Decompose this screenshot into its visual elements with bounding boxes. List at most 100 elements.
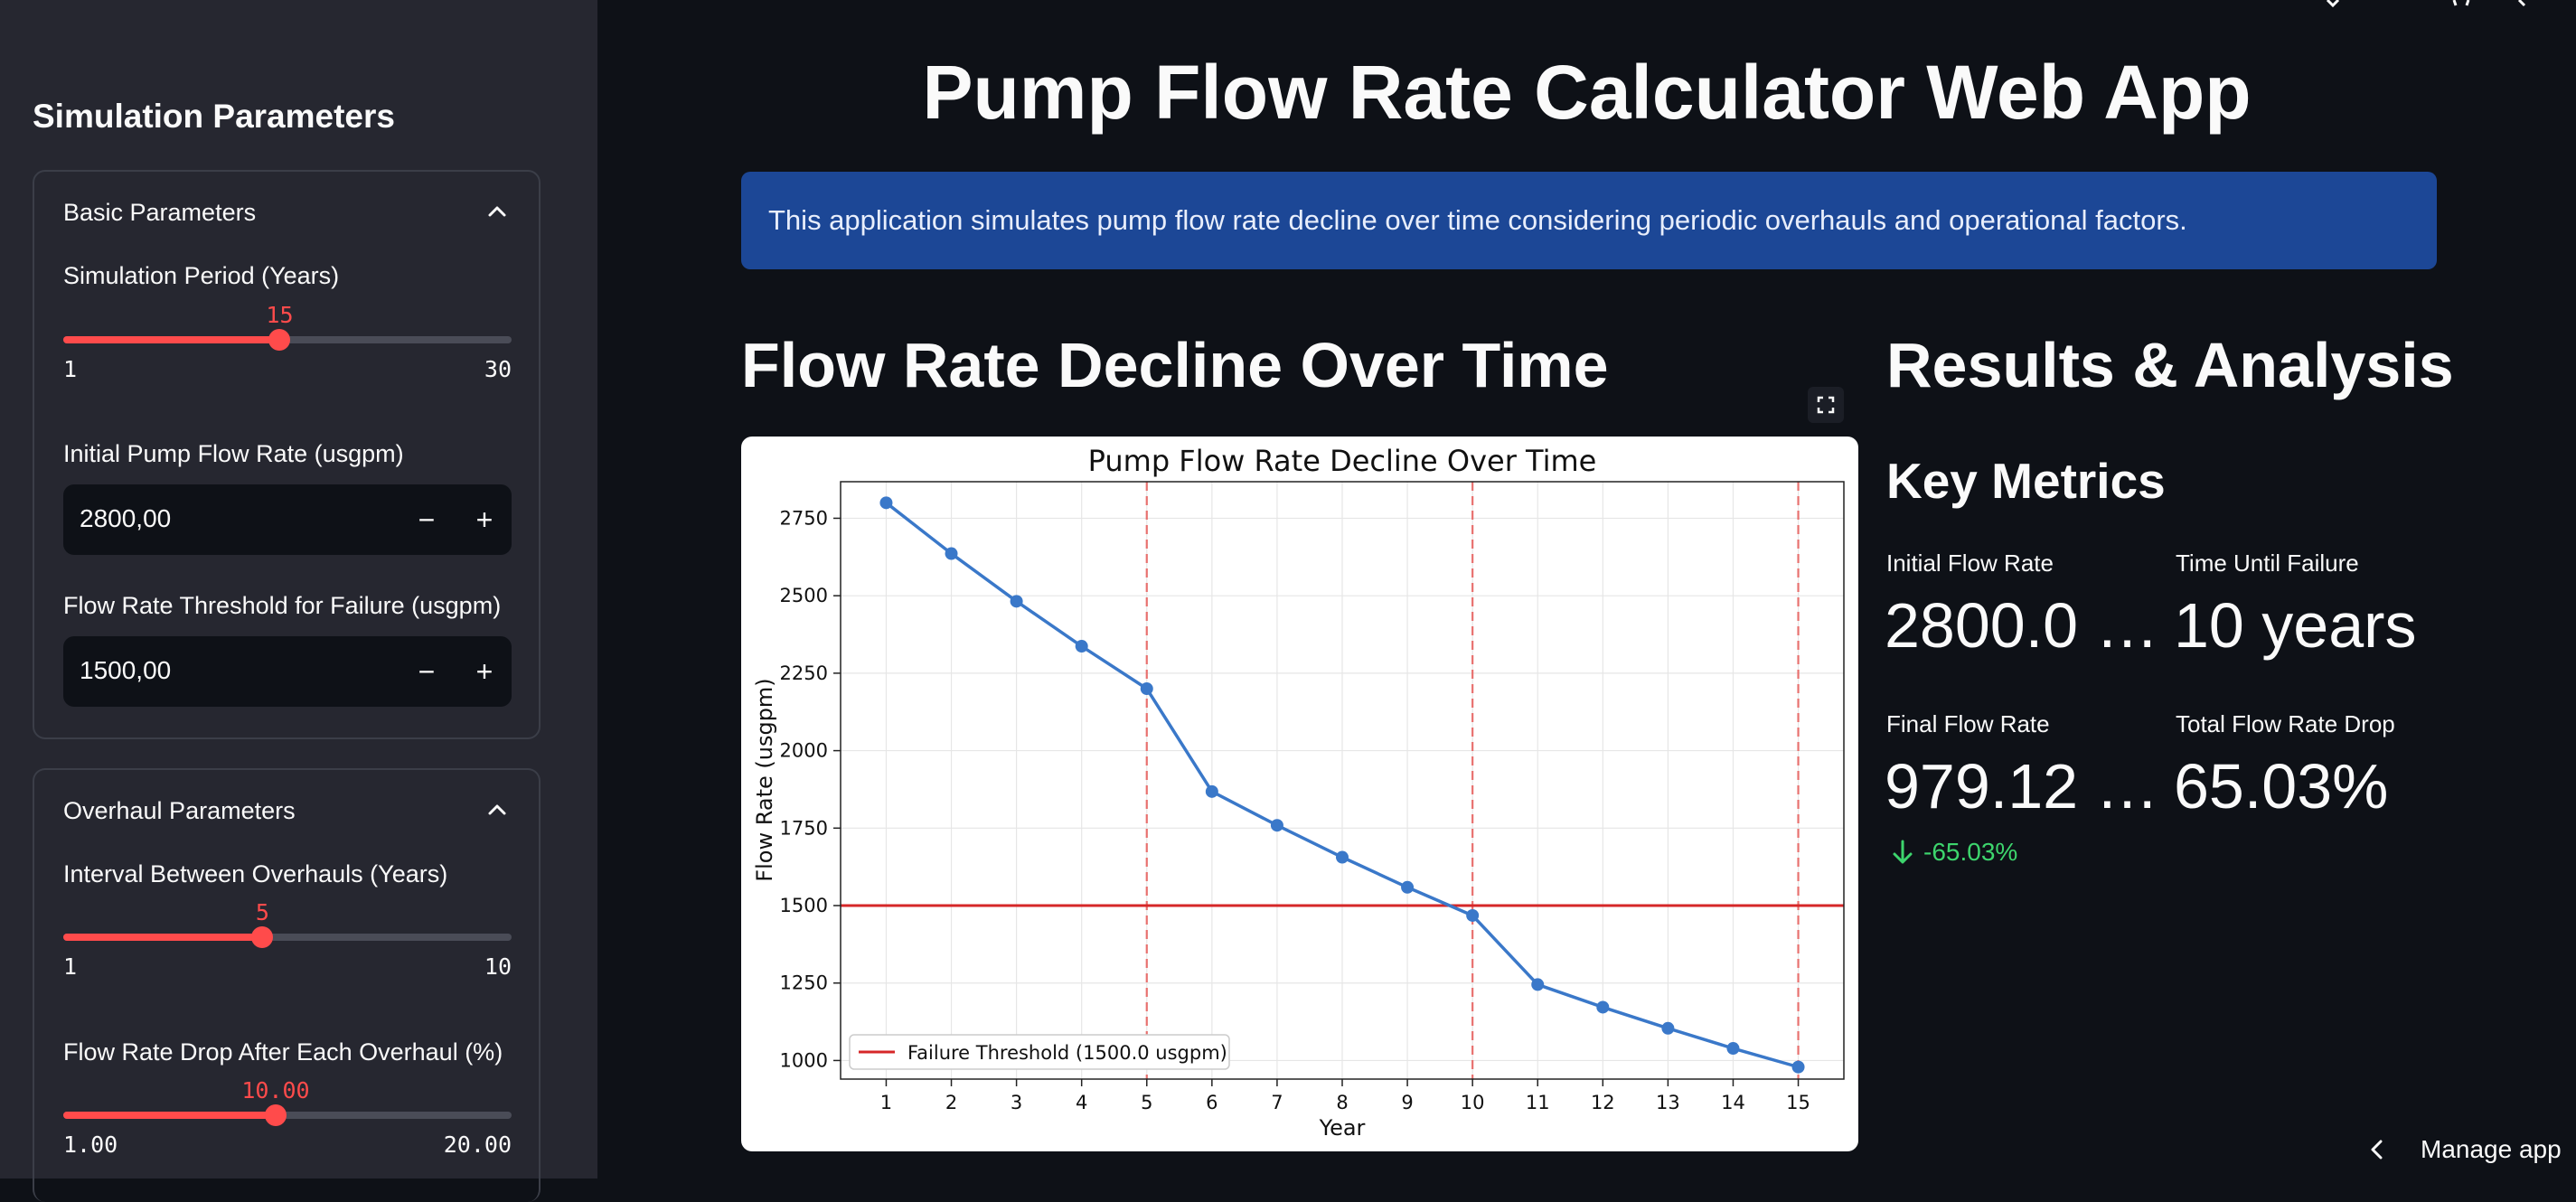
ticks-layer: 1 2 3 4 5 6 7 8 9 10 11 12 13 14 151000125015001750200…: [780, 507, 1810, 1113]
overhaul-interval-slider[interactable]: 5 1 10: [63, 899, 512, 980]
fullscreen-icon[interactable]: [1808, 387, 1844, 423]
x-tick-label: 2: [945, 1092, 957, 1113]
x-tick-label: 11: [1526, 1092, 1550, 1113]
slider-thumb[interactable]: [264, 1104, 287, 1126]
decrement-button[interactable]: −: [418, 503, 436, 536]
data-point: [1205, 784, 1218, 798]
sidebar: Simulation Parameters Basic Parameters S…: [0, 0, 597, 1202]
manage-app-button[interactable]: Manage app: [2421, 1135, 2562, 1163]
time-until-failure-label: Time Until Failure: [2176, 549, 2359, 577]
overhaul-parameters-header[interactable]: Overhaul Parameters: [63, 797, 296, 824]
initial-flow-value[interactable]: 2800,00: [80, 504, 172, 532]
overhaul-interval-label: Interval Between Overhauls (Years): [63, 860, 448, 887]
time-until-failure-value: 10 years: [2174, 590, 2417, 661]
x-tick-label: 9: [1401, 1092, 1413, 1113]
data-point: [1336, 850, 1349, 864]
page-title: Pump Flow Rate Calculator Web App: [922, 50, 2252, 135]
total-drop-label: Total Flow Rate Drop: [2176, 710, 2395, 737]
data-point: [1596, 1000, 1610, 1014]
slider-min: 1: [63, 356, 78, 382]
overhaul-parameters-expander: Overhaul Parameters: [33, 768, 541, 1202]
y-tick-label: 2500: [780, 585, 828, 606]
simulation-period-label: Simulation Period (Years): [63, 262, 340, 289]
data-point: [1140, 682, 1153, 696]
data-point: [1466, 908, 1480, 922]
y-tick-label: 2750: [780, 507, 828, 529]
slider-max: 20.00: [443, 1132, 512, 1158]
slider-min: 1: [63, 953, 78, 980]
basic-parameters-expander: Basic Parameters: [33, 170, 541, 739]
y-tick-label: 2000: [780, 740, 828, 762]
legend-box: [849, 1034, 1230, 1070]
threshold-value[interactable]: 1500,00: [80, 656, 172, 684]
grid-layer: [841, 482, 1844, 1079]
data-point: [1010, 595, 1023, 608]
x-tick-label: 6: [1206, 1092, 1217, 1113]
slider-thumb[interactable]: [251, 926, 274, 948]
decrement-button[interactable]: −: [418, 655, 436, 688]
data-point: [1791, 1060, 1805, 1074]
slider-track[interactable]: [63, 934, 512, 941]
initial-flow-metric-label: Initial Flow Rate: [1886, 549, 2054, 577]
y-axis-label: Flow Rate (usgpm): [752, 678, 777, 881]
slider-min: 1.00: [63, 1132, 118, 1158]
x-tick-label: 4: [1076, 1092, 1087, 1113]
arrow-down-icon: [1893, 840, 1913, 864]
x-tick-label: 10: [1461, 1092, 1485, 1113]
x-axis-label: Year: [1319, 1115, 1366, 1141]
chevron-up-icon[interactable]: [483, 197, 512, 226]
x-tick-label: 8: [1336, 1092, 1348, 1113]
slider-value: 15: [266, 302, 294, 328]
data-point: [1726, 1042, 1740, 1056]
x-tick-label: 1: [880, 1092, 892, 1113]
initial-flow-metric-value: 2800.0 …: [1885, 590, 2159, 661]
x-tick-label: 14: [1721, 1092, 1745, 1113]
toolbar-icons[interactable]: [2309, 0, 2544, 7]
chart-title: Pump Flow Rate Decline Over Time: [1088, 444, 1597, 478]
info-banner: This application simulates pump flow rat…: [741, 172, 2437, 269]
flow-drop-slider[interactable]: 10.00 1.00 20.00: [63, 1077, 512, 1158]
total-drop-value: 65.03%: [2174, 751, 2389, 822]
chart-heading: Flow Rate Decline Over Time: [741, 330, 1609, 400]
data-point: [879, 496, 893, 510]
sidebar-title: Simulation Parameters: [33, 98, 395, 135]
initial-flow-input[interactable]: 2800,00 − +: [63, 484, 512, 555]
marks-layer: [841, 482, 1844, 1079]
legend-label: Failure Threshold (1500.0 usgpm): [907, 1042, 1227, 1064]
data-point: [945, 547, 958, 560]
chevron-left-icon[interactable]: [2368, 1139, 2386, 1160]
y-tick-label: 2250: [780, 662, 828, 684]
y-tick-label: 1750: [780, 817, 828, 839]
increment-button[interactable]: +: [475, 655, 494, 688]
data-point: [1075, 640, 1088, 653]
final-flow-metric-label: Final Flow Rate: [1886, 710, 2050, 737]
basic-parameters-header[interactable]: Basic Parameters: [63, 199, 257, 226]
slider-value: 10.00: [241, 1077, 310, 1103]
chevron-up-icon[interactable]: [483, 795, 512, 824]
data-point: [1531, 978, 1545, 991]
results-heading: Results & Analysis: [1886, 330, 2454, 400]
increment-button[interactable]: +: [475, 503, 494, 536]
legend: Failure Threshold (1500.0 usgpm): [849, 1034, 1230, 1070]
data-point: [1270, 819, 1283, 832]
x-tick-label: 5: [1141, 1092, 1152, 1113]
x-tick-label: 3: [1011, 1092, 1022, 1113]
slider-fill: [63, 934, 263, 941]
slider-track[interactable]: [63, 1112, 512, 1119]
slider-fill: [63, 336, 280, 343]
y-tick-label: 1500: [780, 895, 828, 916]
x-tick-label: 7: [1271, 1092, 1283, 1113]
key-metrics-heading: Key Metrics: [1886, 453, 2166, 509]
threshold-input[interactable]: 1500,00 − +: [63, 636, 512, 707]
initial-flow-label: Initial Pump Flow Rate (usgpm): [63, 440, 404, 467]
slider-thumb[interactable]: [268, 329, 291, 351]
y-tick-label: 1000: [780, 1049, 828, 1071]
data-point: [1401, 880, 1415, 894]
x-tick-label: 12: [1591, 1092, 1615, 1113]
simulation-period-slider[interactable]: 15 1 30: [63, 302, 512, 382]
metric-delta: -65.03%: [1923, 838, 2018, 866]
slider-value: 5: [255, 899, 269, 925]
flow-drop-label: Flow Rate Drop After Each Overhaul (%): [63, 1038, 503, 1066]
